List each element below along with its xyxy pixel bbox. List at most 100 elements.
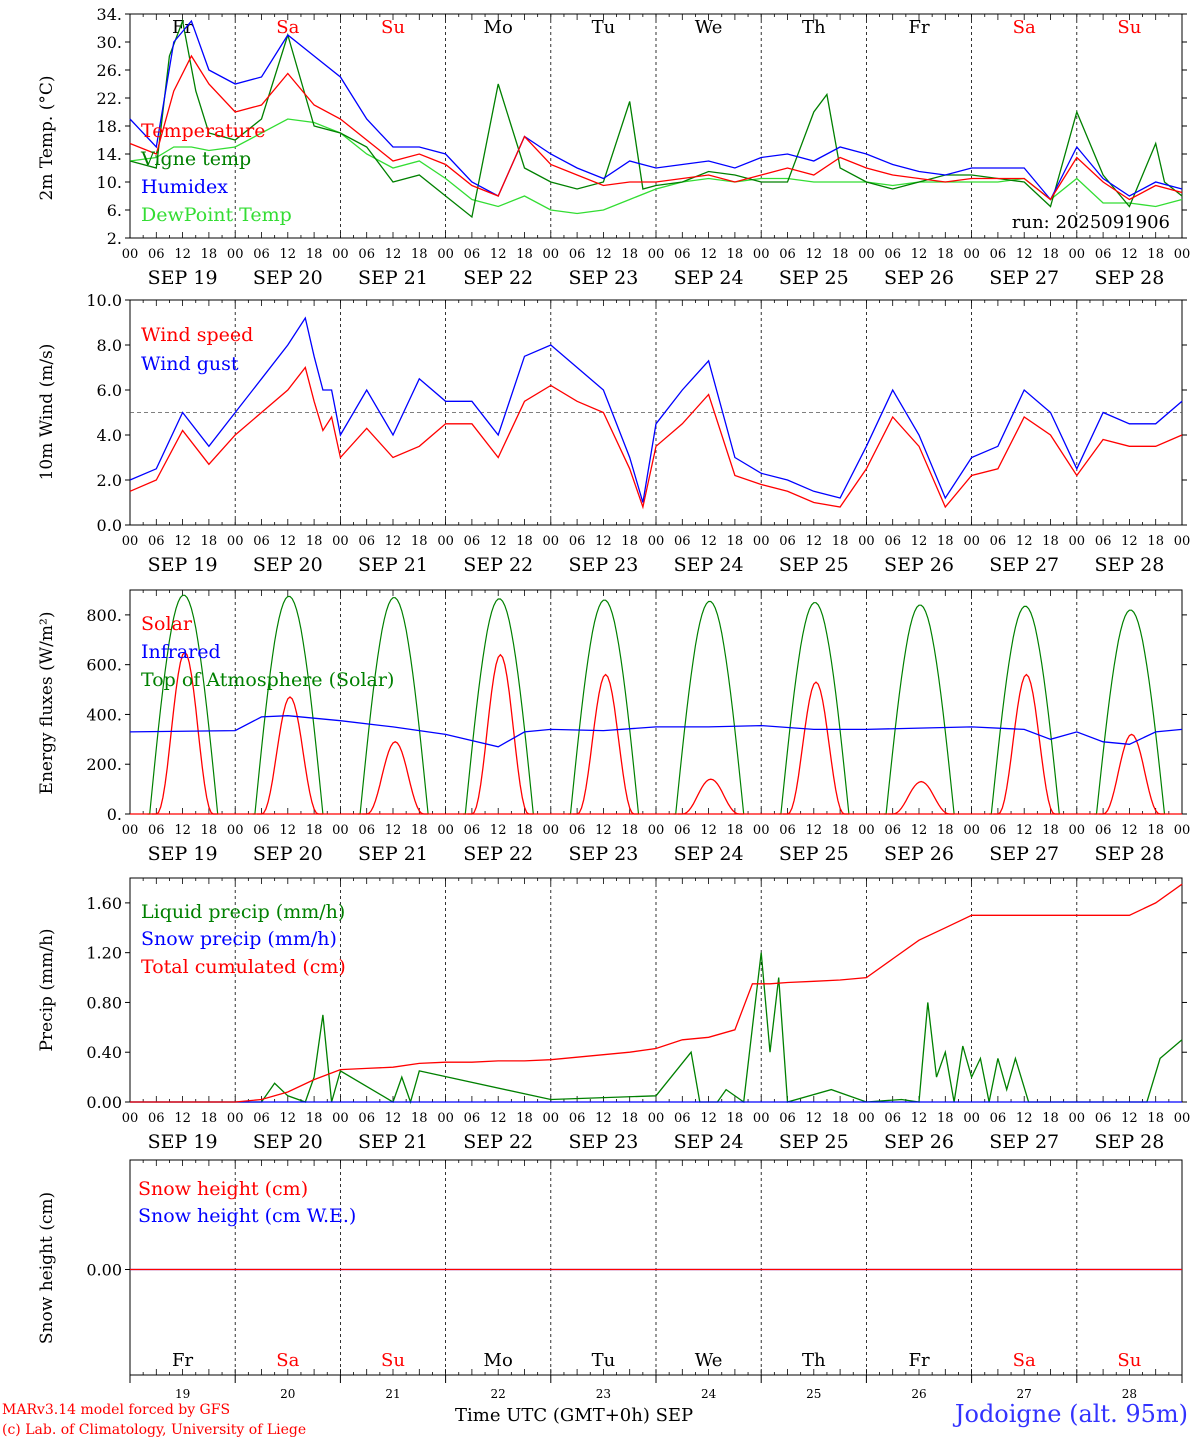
hour-tick-label: 18 xyxy=(937,823,954,838)
hour-tick-label: 12 xyxy=(385,247,402,262)
hour-tick-label: 18 xyxy=(201,534,218,549)
hour-tick-label: 12 xyxy=(911,534,928,549)
series-line-0 xyxy=(129,366,1183,510)
hour-tick-label: 06 xyxy=(779,534,796,549)
hour-tick-label: 18 xyxy=(1147,247,1164,262)
date-label: SEP 21 xyxy=(358,843,428,865)
day-name: Sa xyxy=(276,1350,299,1371)
y-tick-label: 0.00 xyxy=(86,1093,122,1112)
day-name: Fr xyxy=(172,17,193,38)
series-line-2 xyxy=(129,19,1183,201)
solar-curve xyxy=(257,696,323,815)
solar-curve xyxy=(1098,733,1165,815)
hour-tick-label: 18 xyxy=(621,534,638,549)
hour-tick-label: 00 xyxy=(437,823,454,838)
toa-curve xyxy=(778,602,850,815)
hour-tick-label: 00 xyxy=(543,823,560,838)
date-label: SEP 27 xyxy=(989,554,1059,576)
legend-entry: Vigne temp xyxy=(140,148,251,170)
hour-tick-label: 18 xyxy=(621,823,638,838)
y-tick-label: 30. xyxy=(97,33,122,52)
hour-tick-label: 18 xyxy=(516,823,533,838)
date-label: SEP 19 xyxy=(148,267,218,289)
date-label: SEP 19 xyxy=(148,1131,218,1153)
day-number: 26 xyxy=(911,1387,926,1401)
y-tick-label: 200. xyxy=(86,755,122,774)
hour-tick-label: 12 xyxy=(595,823,612,838)
hour-tick-label: 18 xyxy=(1042,823,1059,838)
hour-tick-label: 12 xyxy=(174,247,191,262)
hour-tick-label: 06 xyxy=(990,534,1007,549)
hour-tick-label: 06 xyxy=(148,247,165,262)
hour-tick-label: 18 xyxy=(727,247,744,262)
date-label: SEP 23 xyxy=(568,1131,638,1153)
y-tick-label: 1.20 xyxy=(86,944,122,963)
hour-tick-label: 12 xyxy=(490,1111,507,1126)
y-tick-label: 6.0 xyxy=(97,381,122,400)
day-name: Tu xyxy=(592,17,616,38)
hour-tick-label: 06 xyxy=(358,247,375,262)
panel-2: 0.0 2.0 4.0 6.0 8.0 10.0 10m Wind (m/s) 00 06 12 1… xyxy=(37,291,1190,576)
legend-entry: DewPoint Temp xyxy=(141,204,292,226)
hour-tick-label: 06 xyxy=(884,823,901,838)
hour-tick-label: 06 xyxy=(569,247,586,262)
location-label: Jodoigne (alt. 95m) xyxy=(954,1400,1188,1428)
solar-curve xyxy=(572,673,639,815)
date-label: SEP 22 xyxy=(463,1131,533,1153)
legend-entry: Wind gust xyxy=(141,353,239,375)
day-number: 28 xyxy=(1122,1387,1137,1401)
y-tick-label: 10.0 xyxy=(86,291,122,310)
hour-tick-label: 18 xyxy=(727,1111,744,1126)
hour-tick-label: 00 xyxy=(122,534,139,549)
hour-tick-label: 00 xyxy=(1174,823,1191,838)
date-label: SEP 24 xyxy=(674,843,744,865)
day-number: 25 xyxy=(806,1387,821,1401)
hour-tick-label: 00 xyxy=(648,247,665,262)
hour-tick-label: 12 xyxy=(174,823,191,838)
hour-tick-label: 12 xyxy=(806,1111,823,1126)
toa-curve xyxy=(673,600,745,815)
date-label: SEP 27 xyxy=(989,1131,1059,1153)
hour-tick-label: 00 xyxy=(227,1111,244,1126)
hour-tick-label: 00 xyxy=(437,1111,454,1126)
hour-tick-label: 06 xyxy=(464,247,481,262)
hour-tick-label: 06 xyxy=(569,534,586,549)
y-tick-label: 6. xyxy=(107,201,122,220)
hour-tick-label: 06 xyxy=(358,823,375,838)
hour-tick-label: 12 xyxy=(280,247,297,262)
y-tick-label: 0.40 xyxy=(86,1043,122,1062)
hour-tick-label: 12 xyxy=(1016,534,1033,549)
credit-line-2: (c) Lab. of Climatology, University of L… xyxy=(2,1422,307,1438)
hour-tick-label: 06 xyxy=(674,534,691,549)
date-label: SEP 21 xyxy=(358,267,428,289)
hour-tick-label: 00 xyxy=(227,823,244,838)
hour-tick-label: 06 xyxy=(253,823,270,838)
hour-tick-label: 00 xyxy=(753,534,770,549)
hour-tick-label: 06 xyxy=(148,1111,165,1126)
hour-tick-label: 18 xyxy=(306,534,323,549)
hour-tick-label: 00 xyxy=(1069,534,1086,549)
hour-tick-label: 06 xyxy=(358,1111,375,1126)
hour-tick-label: 12 xyxy=(280,823,297,838)
panel-4: 0.00 0.40 0.80 1.20 1.60 Precip (mm/h) 00 06 12 1… xyxy=(37,877,1190,1153)
hour-tick-label: 06 xyxy=(253,1111,270,1126)
solar-curve xyxy=(783,681,849,815)
day-name: Fr xyxy=(908,17,929,38)
y-tick-label: 2. xyxy=(107,229,122,248)
hour-tick-label: 12 xyxy=(700,247,717,262)
hour-tick-label: 00 xyxy=(648,823,665,838)
hour-tick-label: 18 xyxy=(832,1111,849,1126)
hour-tick-label: 00 xyxy=(1174,534,1191,549)
hour-tick-label: 12 xyxy=(490,534,507,549)
day-number: 20 xyxy=(280,1387,295,1401)
series-line-1 xyxy=(129,18,1183,219)
hour-tick-label: 06 xyxy=(674,823,691,838)
date-label: SEP 25 xyxy=(779,1131,849,1153)
hour-tick-label: 06 xyxy=(148,823,165,838)
hour-tick-label: 18 xyxy=(1042,247,1059,262)
hour-tick-label: 00 xyxy=(1069,1111,1086,1126)
y-axis-label: 10m Wind (m/s) xyxy=(37,344,57,481)
y-tick-label: 0.00 xyxy=(86,1261,122,1280)
y-axis-label: Energy fluxes (W/m²) xyxy=(37,612,57,795)
legend-entry: Wind speed xyxy=(141,324,253,346)
